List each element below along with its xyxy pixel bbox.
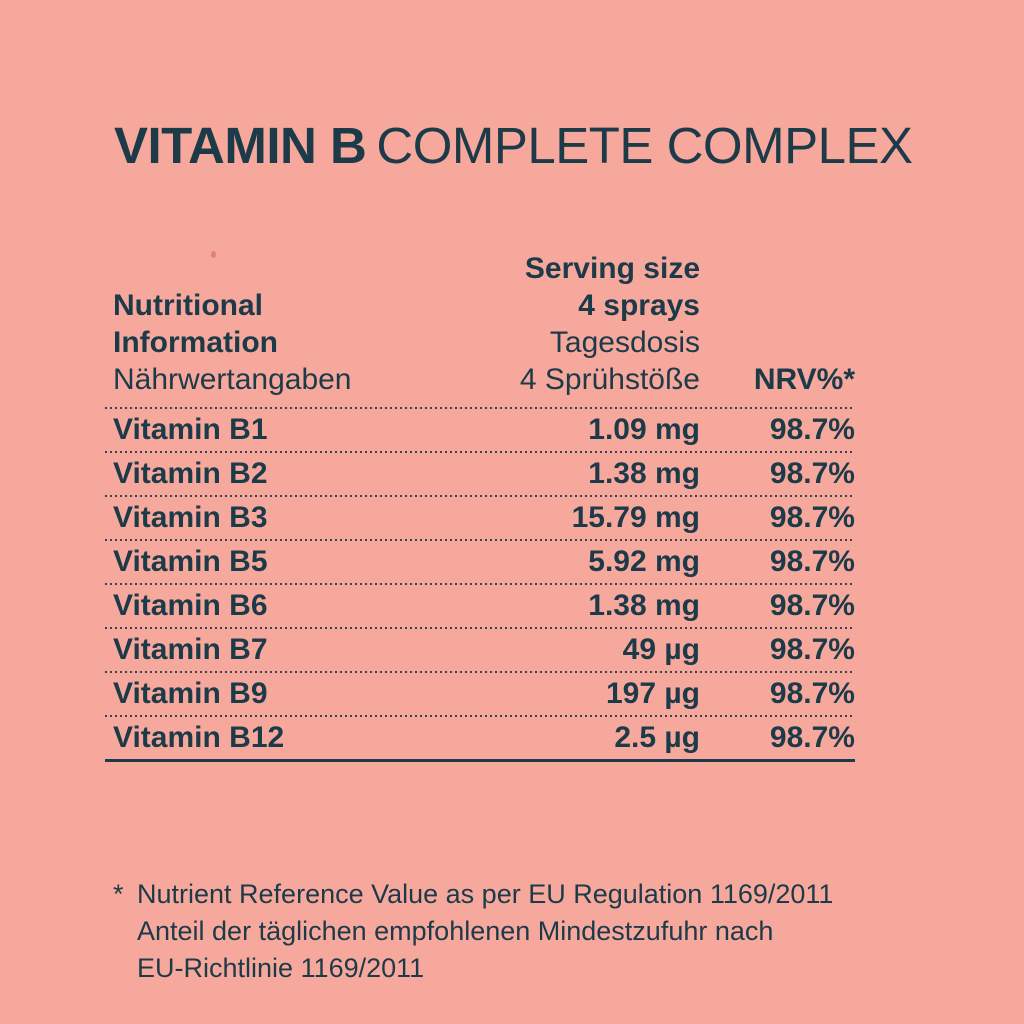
- row-divider: [105, 671, 855, 673]
- vitamin-nrv: 98.7%: [769, 545, 855, 578]
- table-row: Vitamin B7 49 µg 98.7%: [105, 629, 855, 671]
- row-divider: [105, 715, 855, 717]
- row-divider: [105, 539, 855, 541]
- vitamin-amount: 15.79 mg: [571, 501, 700, 534]
- footnote-line-1: Nutrient Reference Value as per EU Regul…: [137, 879, 834, 909]
- table-body: Vitamin B1 1.09 mg 98.7% Vitamin B2 1.38…: [105, 409, 855, 762]
- footnote-line-3: EU-Richtlinie 1169/2011: [137, 953, 425, 983]
- table-row: Vitamin B3 15.79 mg 98.7%: [105, 497, 855, 539]
- table-bottom-rule: [105, 759, 855, 762]
- header-line-spruehstoesse: 4 Sprühstöße: [519, 363, 700, 396]
- table-row: Vitamin B6 1.38 mg 98.7%: [105, 585, 855, 627]
- vitamin-nrv: 98.7%: [769, 413, 855, 446]
- vitamin-amount: 1.38 mg: [588, 589, 700, 622]
- header-line-naehrwertangaben: Nährwertangaben: [113, 363, 352, 396]
- header-line-4-sprays: 4 sprays: [578, 289, 700, 322]
- footnote-line-2: Anteil der täglichen empfohlenen Mindest…: [137, 916, 774, 946]
- footnote-asterisk: *: [113, 879, 124, 909]
- header-divider: [105, 407, 855, 409]
- table-row: Vitamin B2 1.38 mg 98.7%: [105, 453, 855, 495]
- vitamin-name: Vitamin B9: [113, 677, 268, 710]
- header-line-serving-size: Serving size: [524, 252, 700, 285]
- vitamin-name: Vitamin B6: [113, 589, 268, 622]
- vitamin-name: Vitamin B7: [113, 633, 268, 666]
- vitamin-amount: 1.09 mg: [588, 413, 700, 446]
- vitamin-amount: 5.92 mg: [588, 545, 700, 578]
- row-divider: [105, 495, 855, 497]
- print-speck-dot: [211, 251, 216, 258]
- vitamin-nrv: 98.7%: [769, 589, 855, 622]
- header-serving-size: Serving size 4 sprays Tagesdosis 4 Sprüh…: [445, 250, 700, 398]
- page-title: VITAMIN B COMPLETE COMPLEX: [114, 118, 934, 174]
- vitamin-nrv: 98.7%: [769, 457, 855, 490]
- footnote: * Nutrient Reference Value as per EU Reg…: [113, 876, 913, 987]
- nutrition-table: Nutritional Information Nährwertangaben …: [105, 250, 855, 762]
- vitamin-amount: 1.38 mg: [588, 457, 700, 490]
- table-row: Vitamin B9 197 µg 98.7%: [105, 673, 855, 715]
- vitamin-amount: 197 µg: [606, 677, 700, 710]
- row-divider: [105, 583, 855, 585]
- header-nutritional-information: Nutritional Information Nährwertangaben: [105, 287, 445, 398]
- table-header: Nutritional Information Nährwertangaben …: [105, 250, 855, 398]
- vitamin-amount: 49 µg: [622, 633, 700, 666]
- vitamin-name: Vitamin B2: [113, 457, 268, 490]
- header-line-information: Information: [113, 326, 278, 359]
- product-name: VITAMIN B: [114, 117, 367, 174]
- footnote-text: Nutrient Reference Value as per EU Regul…: [137, 876, 913, 987]
- vitamin-nrv: 98.7%: [769, 677, 855, 710]
- vitamin-nrv: 98.7%: [769, 501, 855, 534]
- header-nrv-label: NRV%*: [753, 363, 855, 396]
- table-row: Vitamin B1 1.09 mg 98.7%: [105, 409, 855, 451]
- vitamin-name: Vitamin B3: [113, 501, 268, 534]
- vitamin-amount: 2.5 µg: [614, 721, 700, 754]
- product-subtitle: COMPLETE COMPLEX: [376, 117, 913, 174]
- vitamin-nrv: 98.7%: [769, 633, 855, 666]
- vitamin-name: Vitamin B5: [113, 545, 268, 578]
- vitamin-name: Vitamin B1: [113, 413, 268, 446]
- row-divider: [105, 627, 855, 629]
- header-line-nutritional: Nutritional: [113, 289, 263, 322]
- header-line-tagesdosis: Tagesdosis: [549, 326, 700, 359]
- vitamin-name: Vitamin B12: [113, 721, 285, 754]
- table-row: Vitamin B12 2.5 µg 98.7%: [105, 717, 855, 759]
- vitamin-nrv: 98.7%: [769, 721, 855, 754]
- table-row: Vitamin B5 5.92 mg 98.7%: [105, 541, 855, 583]
- row-divider: [105, 451, 855, 453]
